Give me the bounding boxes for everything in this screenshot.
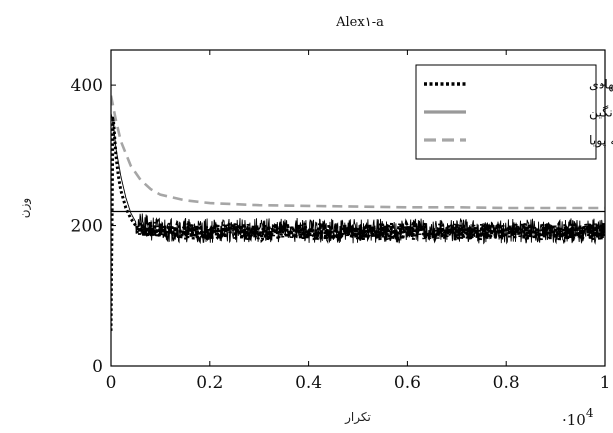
x-scale-exponent: 4 [586, 406, 594, 420]
legend-label: آستانه پیشنهادی [589, 77, 613, 93]
series-line-3 [111, 95, 605, 210]
legend: آستانه پیشنهادی میانگین مقدار آستانه پویا [415, 64, 613, 160]
x-tick-label: 0.8 [493, 373, 520, 393]
series-line-1 [111, 116, 605, 331]
chart-title: Alex۱-a [335, 15, 384, 30]
y-tick-label: 0 [92, 357, 103, 377]
x-scale-note: ·10 [562, 411, 586, 429]
legend-label: میانگین [589, 105, 613, 121]
x-tick-label: 0.6 [394, 373, 421, 393]
plot-frame [110, 49, 606, 367]
x-scale-factor: ·104 [562, 406, 594, 429]
svg-text:·104: ·104 [562, 406, 594, 429]
y-tick-label: 400 [71, 76, 103, 96]
y-axis-label: وزن [17, 198, 32, 218]
x-tick-label: 0.4 [295, 373, 322, 393]
y-tick-label: 200 [71, 217, 103, 237]
x-tick-label: 0 [106, 373, 117, 393]
x-tick-label: 0.2 [196, 373, 223, 393]
legend-label: مقدار آستانه پویا [589, 133, 613, 149]
x-axis-label: تکرار [344, 410, 371, 425]
x-tick-label: 1 [600, 373, 611, 393]
